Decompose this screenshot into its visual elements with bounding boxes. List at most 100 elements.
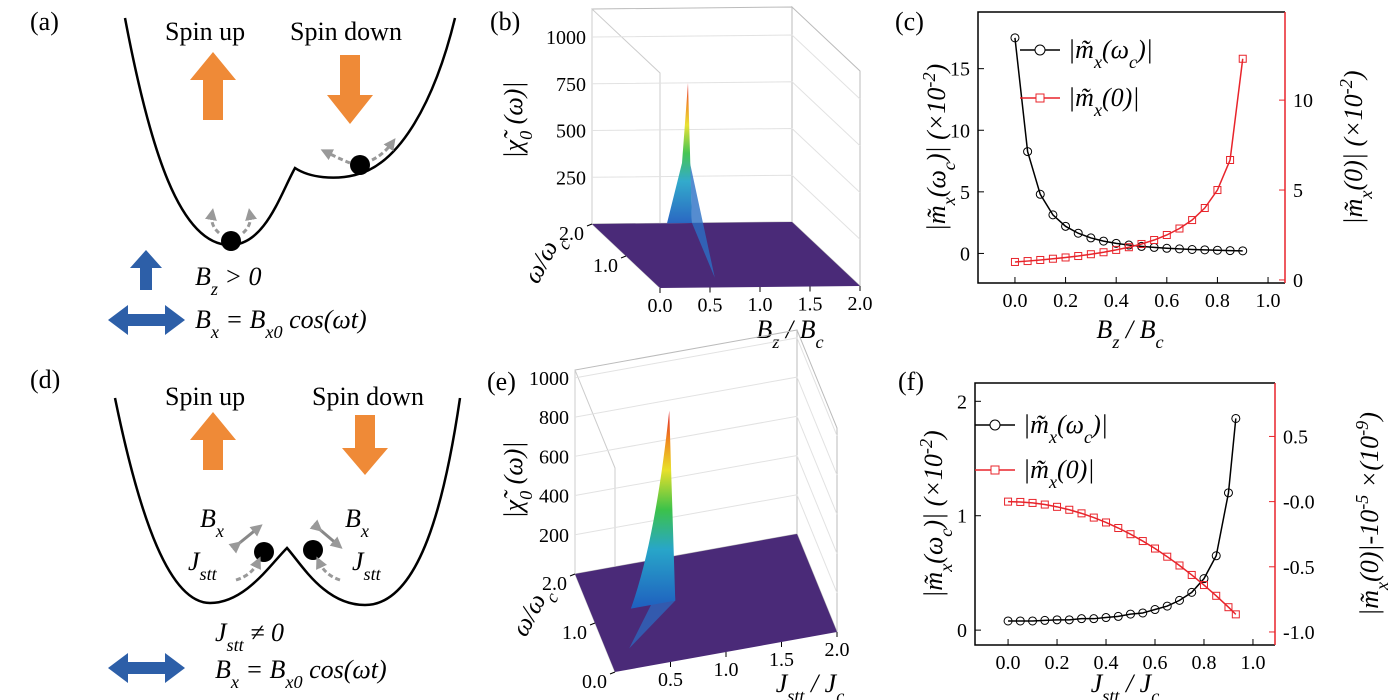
label-part: x <box>360 521 369 541</box>
panel-label: (d) <box>30 365 60 394</box>
data-marker <box>1124 243 1133 252</box>
y-axis-label: |m̃x(ωc)| (×10-2) <box>916 430 956 597</box>
label-part: )| <box>1090 410 1108 439</box>
diagram-a-shapes <box>108 17 457 335</box>
label-part: (ω <box>919 537 948 564</box>
data-marker <box>1004 497 1013 506</box>
x-tick-label: 1.5 <box>769 649 794 671</box>
label-part: Spin down <box>312 382 424 411</box>
data-marker <box>1073 228 1083 238</box>
data-marker <box>1138 537 1147 546</box>
data-marker <box>1086 250 1095 259</box>
legend-marker <box>1034 44 1046 56</box>
data-marker <box>1077 614 1087 624</box>
series-line <box>1008 500 1237 615</box>
data-marker <box>1003 616 1013 626</box>
data-marker <box>1188 216 1197 225</box>
data-marker <box>1162 230 1171 239</box>
x-tick-label: 0.5 <box>658 669 683 691</box>
y-tick <box>589 622 596 626</box>
label-part: cos(ωt) <box>283 305 367 334</box>
x-tick-label: 0.4 <box>1094 652 1119 674</box>
surface-peak <box>667 83 692 224</box>
x-tick-label: 0.8 <box>1191 652 1216 674</box>
label-part: stt <box>200 564 218 584</box>
data-marker <box>1101 613 1111 623</box>
y-tick-label: 1 <box>957 506 967 528</box>
data-marker <box>1086 233 1096 243</box>
label-part: c <box>836 686 844 700</box>
label-part: )| (×10 <box>919 454 948 531</box>
label-part: x0 <box>284 672 302 692</box>
data-marker <box>1225 246 1235 256</box>
x-tick-label: 1.5 <box>798 294 823 316</box>
grid-line <box>574 376 838 476</box>
label-part: x <box>936 564 956 573</box>
label-part: / B <box>1119 315 1155 344</box>
data-marker <box>1112 245 1121 254</box>
legend-marker <box>989 419 1001 431</box>
grid-line <box>591 34 861 100</box>
data-marker <box>1053 502 1062 511</box>
y-axis-label: |m̃x(ωc)| (×10-2) <box>919 64 959 231</box>
label-part: (ω)| <box>499 81 528 130</box>
data-marker <box>1040 500 1049 509</box>
label-part: |m̃ <box>1355 590 1384 616</box>
x-tick-label: 0.6 <box>1143 652 1168 674</box>
label-part: x <box>1048 427 1057 447</box>
diagram-text: Spin down <box>312 382 424 411</box>
data-marker <box>1126 530 1135 539</box>
label-part: x <box>210 322 219 342</box>
y2-tick-label: -1.0 <box>1283 622 1315 644</box>
label-part: x <box>1372 582 1392 591</box>
diagram-text: Bx = Bx0 cos(ωt) <box>195 305 367 342</box>
label-part: stt <box>227 635 245 655</box>
label-part: Spin up <box>165 382 245 411</box>
panel-label: (b) <box>490 7 520 36</box>
data-marker <box>1015 616 1025 626</box>
data-marker <box>1028 498 1037 507</box>
label-part: ×(10 <box>1355 436 1384 495</box>
data-marker <box>1199 574 1209 584</box>
x-tick-label: 2.0 <box>825 639 850 661</box>
data-marker <box>1231 413 1241 423</box>
label-part: |m̃ <box>1068 35 1094 64</box>
grid-line <box>574 494 838 593</box>
label-part: -2 <box>916 439 936 454</box>
data-marker <box>1187 587 1197 597</box>
series-line <box>1008 418 1237 622</box>
data-marker <box>1126 609 1136 619</box>
label-part: (0)| <box>1057 455 1094 484</box>
y2-tick-label: -0.5 <box>1283 557 1315 579</box>
y-tick-label: 1.0 <box>562 622 587 644</box>
label-part: B <box>345 504 361 533</box>
label-part: x <box>1356 190 1376 199</box>
data-marker <box>1040 615 1050 625</box>
label-part: ≠ 0 <box>244 618 284 647</box>
data-marker <box>1138 608 1148 618</box>
data-marker <box>1174 244 1184 254</box>
label-part: (0)| (×10 <box>1339 94 1368 190</box>
panel-label: (a) <box>30 7 59 36</box>
label-part: (ω <box>922 170 951 197</box>
label-part: (0)|-10 <box>1355 510 1384 582</box>
panel-label: (e) <box>487 367 516 396</box>
data-marker <box>1065 505 1074 514</box>
y-tick-label: 2.0 <box>542 573 567 595</box>
y-tick-label: 2 <box>957 391 967 413</box>
y-tick-label: 2.0 <box>559 223 584 245</box>
data-marker <box>1099 236 1109 246</box>
label-part: / J <box>1119 669 1152 698</box>
y-tick <box>569 573 576 577</box>
x-tick-label: 0.0 <box>648 295 673 317</box>
data-marker <box>1077 509 1086 518</box>
data-marker <box>1162 601 1172 611</box>
series-line <box>1014 37 1243 252</box>
label-part: B <box>215 655 231 684</box>
label-part: x0 <box>264 322 282 342</box>
legend-label: |m̃x(ωc)| <box>1068 35 1153 72</box>
y2-tick-label: -0.0 <box>1283 492 1315 514</box>
label-part: c <box>939 162 959 170</box>
label-part: J <box>352 547 365 576</box>
